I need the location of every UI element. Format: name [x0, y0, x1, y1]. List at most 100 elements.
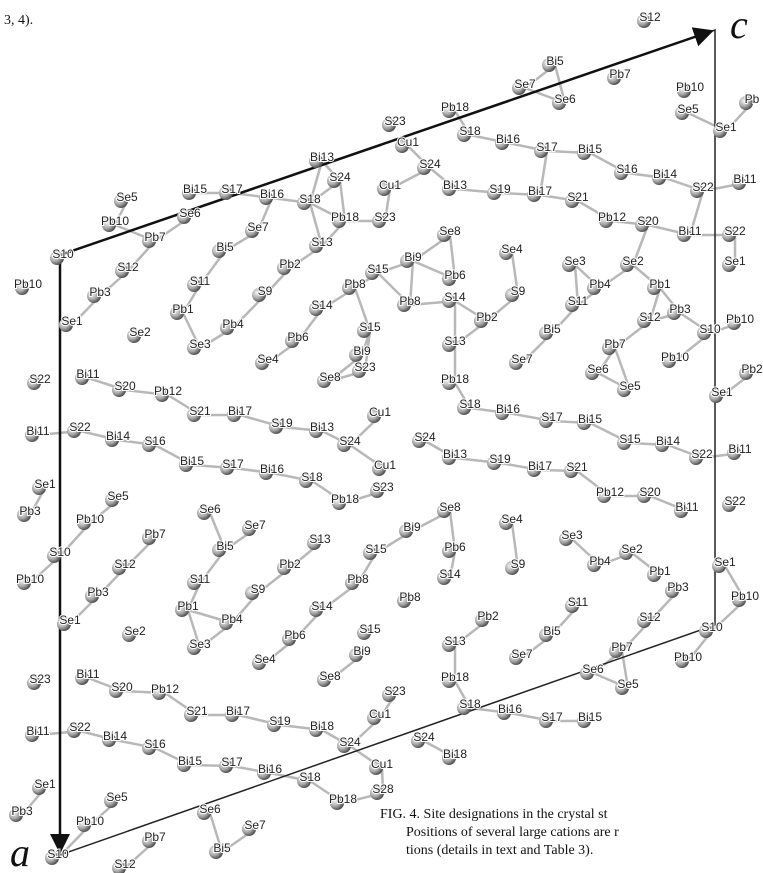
atom-label: S14 — [439, 567, 461, 581]
atom-label: Se4 — [501, 512, 523, 526]
atom-label: Pb6 — [444, 268, 466, 282]
atom-label: Se1 — [34, 477, 56, 491]
atom-label: S18 — [299, 770, 321, 784]
atom-label: Pb18 — [331, 492, 359, 506]
atom-label: S24 — [419, 157, 441, 171]
atom-label: Se2 — [621, 542, 643, 556]
atom-label: S16 — [144, 737, 166, 751]
atom-label: Pb18 — [329, 792, 357, 806]
atom-label: Se5 — [116, 190, 138, 204]
atom-label: Pb2 — [741, 362, 763, 376]
atom-label: Pb10 — [674, 650, 702, 664]
atom-label: Bi13 — [443, 447, 467, 461]
atom-label: Pb4 — [222, 317, 244, 331]
atom-label: S11 — [568, 595, 589, 609]
atom-label: Pb8 — [344, 277, 366, 291]
atom-label: S22 — [724, 494, 746, 508]
atom-label: Pb6 — [444, 540, 466, 554]
atom-label: S12 — [114, 557, 136, 571]
atom-label: Bi16 — [496, 402, 520, 416]
atom-label: S11 — [568, 294, 589, 308]
atom-label: S16 — [616, 162, 638, 176]
atom-label: Pb12 — [151, 682, 179, 696]
atom-label: S20 — [637, 214, 659, 228]
atom-label: Se1 — [724, 254, 746, 268]
atom-label: Se7 — [514, 77, 536, 91]
atom-label: Se6 — [199, 502, 221, 516]
atom-label: S17 — [536, 140, 558, 154]
atom-label: S14 — [444, 290, 466, 304]
atom-label: S19 — [489, 452, 511, 466]
atom-label: S17 — [221, 182, 243, 196]
atom-label: Se3 — [564, 254, 586, 268]
atom-label: Pb2 — [477, 609, 499, 623]
atom-label: S14 — [311, 298, 333, 312]
atom-label: Se6 — [587, 362, 609, 376]
atom-label: Se1 — [715, 120, 737, 134]
atom-label: Pb12 — [596, 485, 624, 499]
atom-label: Se7 — [247, 220, 269, 234]
atom-label: Se2 — [129, 325, 151, 339]
atom-label: Cu1 — [379, 178, 401, 192]
atom-label: S12 — [639, 610, 661, 624]
atom-label: Cu1 — [369, 707, 391, 721]
atom-label: Se3 — [189, 337, 211, 351]
atom-label: S21 — [189, 404, 211, 418]
atom-label: Pb10 — [76, 512, 104, 526]
caption-line: Positions of several large cations are r — [406, 825, 619, 840]
atom-label: Cu1 — [397, 135, 419, 149]
atom-label: Pb3 — [11, 804, 33, 818]
atom-label: Bi18 — [443, 747, 467, 761]
atom-label: Pb7 — [144, 527, 166, 541]
atom-label: Bi16 — [496, 132, 520, 146]
atom-label: Pb18 — [441, 372, 469, 386]
atom-label: S21 — [567, 190, 589, 204]
atom-label: Cu1 — [369, 405, 391, 419]
atom-label: S20 — [639, 485, 661, 499]
atom-label: S13 — [444, 634, 466, 648]
atom-label: Bi14 — [106, 429, 130, 443]
atom-label: Pb8 — [399, 590, 421, 604]
atom-label: Se7 — [511, 352, 533, 366]
atom-label: Se1 — [714, 555, 736, 569]
atom-label: Pb1 — [649, 277, 671, 291]
atom-label: S23 — [374, 210, 396, 224]
atom-label: Se3 — [561, 528, 583, 542]
atom-label: Bi14 — [103, 729, 127, 743]
atom-label: Bi9 — [353, 644, 371, 658]
atom-label: Se7 — [244, 818, 266, 832]
atom-label: Se2 — [622, 254, 644, 268]
atom-label: S21 — [186, 704, 208, 718]
atom-label: Bi17 — [226, 704, 250, 718]
atom-label: Pb10 — [76, 814, 104, 828]
atom-label: S12 — [639, 10, 661, 24]
atom-label: S22 — [691, 447, 713, 461]
atom-label: S19 — [489, 182, 511, 196]
atom-label: Se3 — [189, 637, 211, 651]
atom-label: Se8 — [319, 370, 341, 384]
atom-label: S14 — [311, 599, 333, 613]
atom-label: Pb18 — [441, 100, 469, 114]
atom-label: Bi11 — [26, 724, 49, 738]
atom-label: Pb1 — [177, 599, 199, 613]
atom-label: Bi5 — [543, 624, 561, 638]
atom-label: Pb10 — [676, 80, 704, 94]
atom-label: Se8 — [439, 500, 461, 514]
atom-label: Pb6 — [287, 330, 309, 344]
atom-label: Pb2 — [279, 557, 301, 571]
atom-label: S18 — [459, 397, 481, 411]
atom-label: Cu1 — [371, 757, 393, 771]
atom-label: Pb3 — [667, 580, 689, 594]
atom-label: Se8 — [319, 669, 341, 683]
atom-label: Bi16 — [498, 702, 522, 716]
atom-label: Pb7 — [611, 640, 633, 654]
atom-label: S17 — [222, 457, 244, 471]
atom-label: Se6 — [179, 206, 201, 220]
atom-label: Se6 — [554, 92, 576, 106]
atom-label: Bi15 — [183, 182, 207, 196]
atom-label: S11 — [190, 274, 211, 288]
atom-label: S17 — [541, 710, 563, 724]
atom-label: Se7 — [244, 518, 266, 532]
atom-label: S10 — [52, 247, 74, 261]
header-text: 3, 4). — [4, 13, 33, 28]
